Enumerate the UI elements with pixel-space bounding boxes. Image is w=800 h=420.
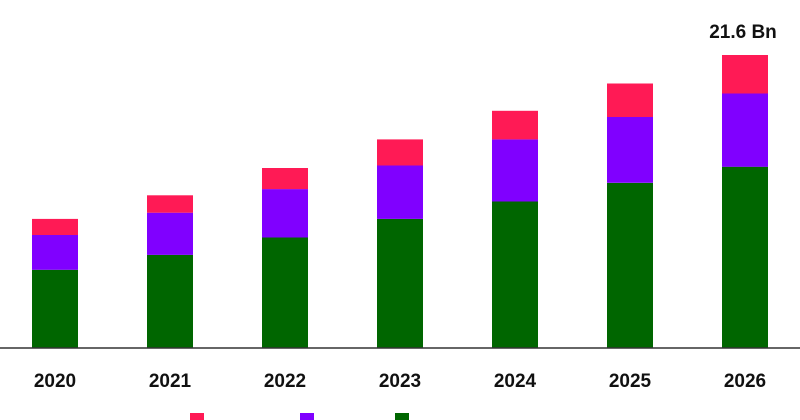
x-tick-labels: 2020 2021 2022 2023 2024 2025 2026	[34, 371, 766, 392]
x-tick-label: 2022	[264, 371, 306, 392]
bar-segment-middle-2025	[607, 117, 653, 183]
legend-swatch-top	[190, 413, 204, 420]
bar-segment-top-2020	[32, 218, 78, 235]
bar-segment-top-2022	[262, 168, 308, 190]
bar-segment-middle-2026	[722, 93, 768, 167]
total-value-label: 21.6 Bn	[709, 22, 777, 43]
bar-segment-middle-2024	[492, 139, 538, 202]
bar-segment-bottom-2022	[262, 237, 308, 348]
x-tick-label: 2020	[34, 371, 76, 392]
bar-segment-middle-2021	[147, 212, 193, 255]
bar-segment-top-2024	[492, 110, 538, 140]
x-tick-label: 2026	[724, 371, 766, 392]
bar-segment-bottom-2024	[492, 201, 538, 348]
bar-segment-bottom-2021	[147, 254, 193, 348]
x-tick-label: 2024	[494, 371, 537, 392]
bar-segment-bottom-2023	[377, 218, 423, 348]
bar-segment-bottom-2020	[32, 269, 78, 348]
bar-segment-top-2026	[722, 55, 768, 94]
bar-segment-bottom-2026	[722, 166, 768, 348]
total-labels: 21.6 Bn	[709, 22, 777, 43]
bar-segment-top-2025	[607, 83, 653, 117]
bar-segment-top-2023	[377, 139, 423, 166]
bar-segment-middle-2022	[262, 189, 308, 238]
legend-swatch-middle	[300, 413, 314, 420]
bar-segment-top-2021	[147, 195, 193, 213]
bar-segment-bottom-2025	[607, 182, 653, 348]
legend-swatch-bottom	[395, 413, 409, 420]
bars-layer	[32, 55, 768, 348]
legend	[190, 413, 409, 420]
x-tick-label: 2021	[149, 371, 192, 392]
x-tick-label: 2023	[379, 371, 421, 392]
x-tick-label: 2025	[609, 371, 652, 392]
bar-segment-middle-2020	[32, 235, 78, 270]
bar-segment-middle-2023	[377, 165, 423, 219]
